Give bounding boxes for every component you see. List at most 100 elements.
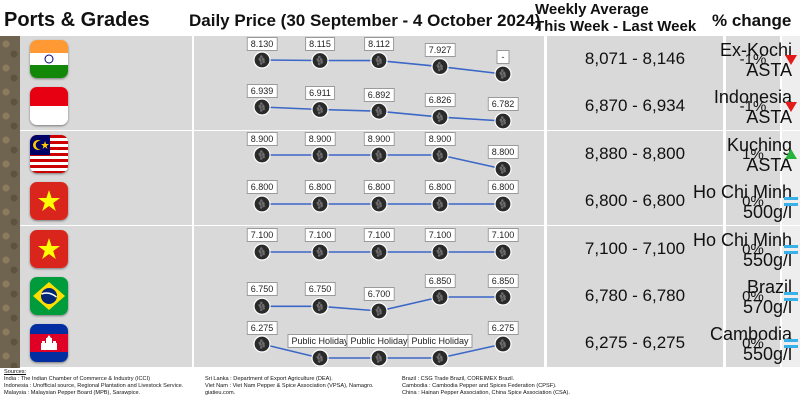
percent-change-value: 1% <box>742 145 764 163</box>
price-point <box>494 242 512 261</box>
price-point <box>494 195 512 213</box>
percent-change-value: 0% <box>742 193 764 211</box>
port-grade-label: Brazil 570g/l <box>632 277 792 317</box>
source-line: Sri Lanka : Department of Export Agricul… <box>205 376 333 382</box>
port-grade-label: Cambodia 550g/l <box>632 324 792 364</box>
daily-price-label: 6.911 <box>305 85 335 100</box>
daily-price-label: 6.750 <box>304 282 336 297</box>
price-point <box>253 98 271 116</box>
daily-price-label: 6.800 <box>363 180 395 195</box>
price-point <box>253 146 271 164</box>
cambodia-flag-icon <box>30 324 68 363</box>
price-point <box>253 195 271 213</box>
daily-price-label: 6.800 <box>487 180 519 195</box>
price-point <box>494 160 512 178</box>
grade-name: 550g/l <box>742 344 792 365</box>
source-line: Malaysia : Malaysian Pepper Board (MPB),… <box>4 390 141 396</box>
malaysia-flag-icon <box>30 134 68 173</box>
change-cell <box>726 36 780 83</box>
vietnam-flag-icon <box>30 229 68 268</box>
daily-price-label: 6.826 <box>424 93 456 108</box>
table-row: Ho Chi Minh 550g/l 7.100 7.100 7.100 7.100 7.1… <box>20 225 800 274</box>
price-point <box>311 51 329 70</box>
port-name: Ex-Kochi <box>719 40 792 60</box>
daily-price-label: 8.900 <box>363 131 395 146</box>
port-grade-label: Kuching ASTA <box>632 135 792 175</box>
equal-sign-icon <box>782 320 800 367</box>
arrow-cell <box>782 273 800 320</box>
change-cell <box>726 178 780 226</box>
grade-name: ASTA <box>746 107 792 128</box>
daily-price-label: 8.112 <box>364 37 394 51</box>
percent-change-value: -1% <box>739 98 767 116</box>
price-point <box>494 288 512 306</box>
price-point <box>494 65 512 83</box>
price-point <box>370 52 388 70</box>
price-point <box>431 58 449 76</box>
price-point <box>370 349 388 367</box>
price-point <box>311 146 329 164</box>
price-point <box>431 195 449 213</box>
grade-name: ASTA <box>746 154 792 175</box>
daily-price-sparkline <box>253 288 512 320</box>
week-cell <box>547 83 723 131</box>
down-arrow-icon <box>782 36 800 83</box>
up-arrow-icon <box>782 131 800 178</box>
daily-price-sparkline <box>253 195 512 213</box>
equal-sign-icon <box>782 273 800 320</box>
source-line: Viet Nam : Viet Nam Pepper & Spice Assoc… <box>205 383 374 389</box>
port-name: Ho Chi Minh <box>692 229 792 250</box>
price-point <box>370 242 388 261</box>
daily-price-label: 8.130 <box>246 37 278 51</box>
arrow-cell <box>782 178 800 226</box>
change-cell <box>726 225 780 273</box>
table-row: Indonesia ASTA 6.939 6.911 6.892 6.826 6.782 6,… <box>20 83 800 132</box>
divider <box>20 367 800 369</box>
daily-price-label: 8.900 <box>304 131 336 146</box>
down-arrow-icon <box>782 83 800 130</box>
price-point <box>494 112 512 130</box>
port-name: Ho Chi Minh <box>692 182 792 203</box>
indonesia-flag-icon <box>30 87 68 126</box>
daily-price-chart: 6.939 6.911 6.892 6.826 6.782 <box>194 83 544 130</box>
source-line: giatieu.com. <box>205 390 236 396</box>
arrow-cell <box>782 320 800 368</box>
daily-price-label: 7.927 <box>424 42 456 57</box>
daily-price-chart: 6.750 6.750 6.700 6.850 6.850 <box>194 273 544 320</box>
grade-name: 570g/l <box>742 297 792 317</box>
week-cell <box>547 178 723 226</box>
price-point <box>370 102 388 121</box>
daily-price-label: 7.100 <box>424 227 456 242</box>
brazil-flag-icon <box>30 277 68 315</box>
price-point <box>311 349 329 367</box>
port-grade-label: Ho Chi Minh 500g/l <box>632 182 792 222</box>
daily-price-label: 6.939 <box>246 84 278 99</box>
daily-price-label: 6.782 <box>487 97 519 112</box>
week-cell <box>547 36 723 83</box>
equal-sign-icon <box>782 226 800 273</box>
table-row: Ho Chi Minh 500g/l 6.800 6.800 6.800 6.800 6.8… <box>20 178 800 227</box>
week-cell <box>547 273 723 320</box>
price-point <box>431 146 449 164</box>
port-name: Kuching <box>726 134 792 155</box>
price-point <box>253 297 271 315</box>
price-point <box>431 288 449 306</box>
daily-price-label: 7.100 <box>487 227 519 242</box>
percent-change-value: 0% <box>742 240 764 258</box>
daily-price-label: Public Holiday <box>346 334 412 349</box>
source-line: Brazil : CSG Trade Brazil, COREIMEX Braz… <box>402 376 515 382</box>
percent-change-heading: % change <box>712 11 792 30</box>
daily-price-label: 6.800 <box>246 180 278 195</box>
daily-price-label: 7.100 <box>363 227 395 242</box>
price-point <box>253 242 271 261</box>
daily-price-chart: 8.900 8.900 8.900 8.900 8.800 <box>194 131 544 178</box>
percent-change-value: 0% <box>742 335 764 353</box>
table-header: Ports & Grades Daily Price (30 September… <box>0 0 800 36</box>
port-name: Brazil <box>746 277 792 297</box>
change-cell <box>726 130 780 178</box>
pepper-decoration <box>0 36 20 368</box>
source-line: Cambodia : Cambodia Pepper and Spices Fe… <box>402 383 557 389</box>
weekly-average-value: 6,870 - 6,934 <box>584 96 686 116</box>
daily-price-label: - <box>496 50 510 64</box>
daily-price-label: 8.900 <box>246 131 278 146</box>
